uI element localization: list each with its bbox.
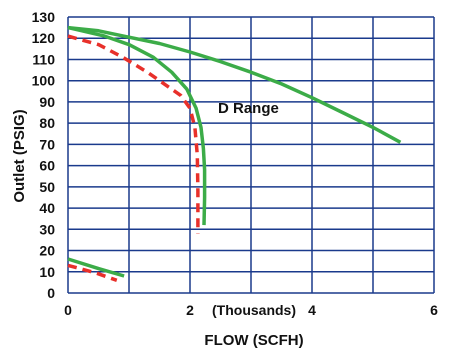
y-tick-label: 60 <box>39 158 55 174</box>
y-tick-label: 100 <box>32 73 56 89</box>
x-tick-label: 4 <box>308 302 316 318</box>
series-group <box>67 25 402 282</box>
x-tick-label: 6 <box>430 302 438 318</box>
series-line-1 <box>67 25 402 144</box>
y-tick-label: 80 <box>39 115 55 131</box>
series-line-4 <box>67 257 125 278</box>
x-tick-label: 0 <box>64 302 72 318</box>
y-tick-label: 40 <box>39 200 55 216</box>
y-tick-label: 0 <box>47 285 55 301</box>
x-axis-title: FLOW (SCFH) <box>204 332 303 349</box>
x-unit-label: (Thousands) <box>212 302 296 318</box>
series-line-2 <box>67 25 207 226</box>
y-tick-label: 120 <box>32 30 56 46</box>
y-tick-label: 110 <box>32 51 55 67</box>
annotation-d-range: D Range <box>218 100 279 117</box>
y-tick-label: 130 <box>32 9 56 25</box>
y-tick-label: 20 <box>39 243 55 259</box>
y-tick-label: 90 <box>39 94 55 110</box>
y-tick-label: 50 <box>39 179 55 195</box>
x-tick-label: 2 <box>186 302 194 318</box>
tick-labels: 0 10 20 30 40 50 60 70 80 90 100 110 120 130 0 2 4 6 <box>32 9 438 318</box>
y-axis-title: Outlet (PSIG) <box>11 109 28 202</box>
y-tick-label: 10 <box>39 264 55 280</box>
grid <box>67 16 435 294</box>
y-tick-label: 70 <box>39 136 55 152</box>
y-tick-label: 30 <box>39 221 55 237</box>
series-line-3 <box>67 34 200 234</box>
